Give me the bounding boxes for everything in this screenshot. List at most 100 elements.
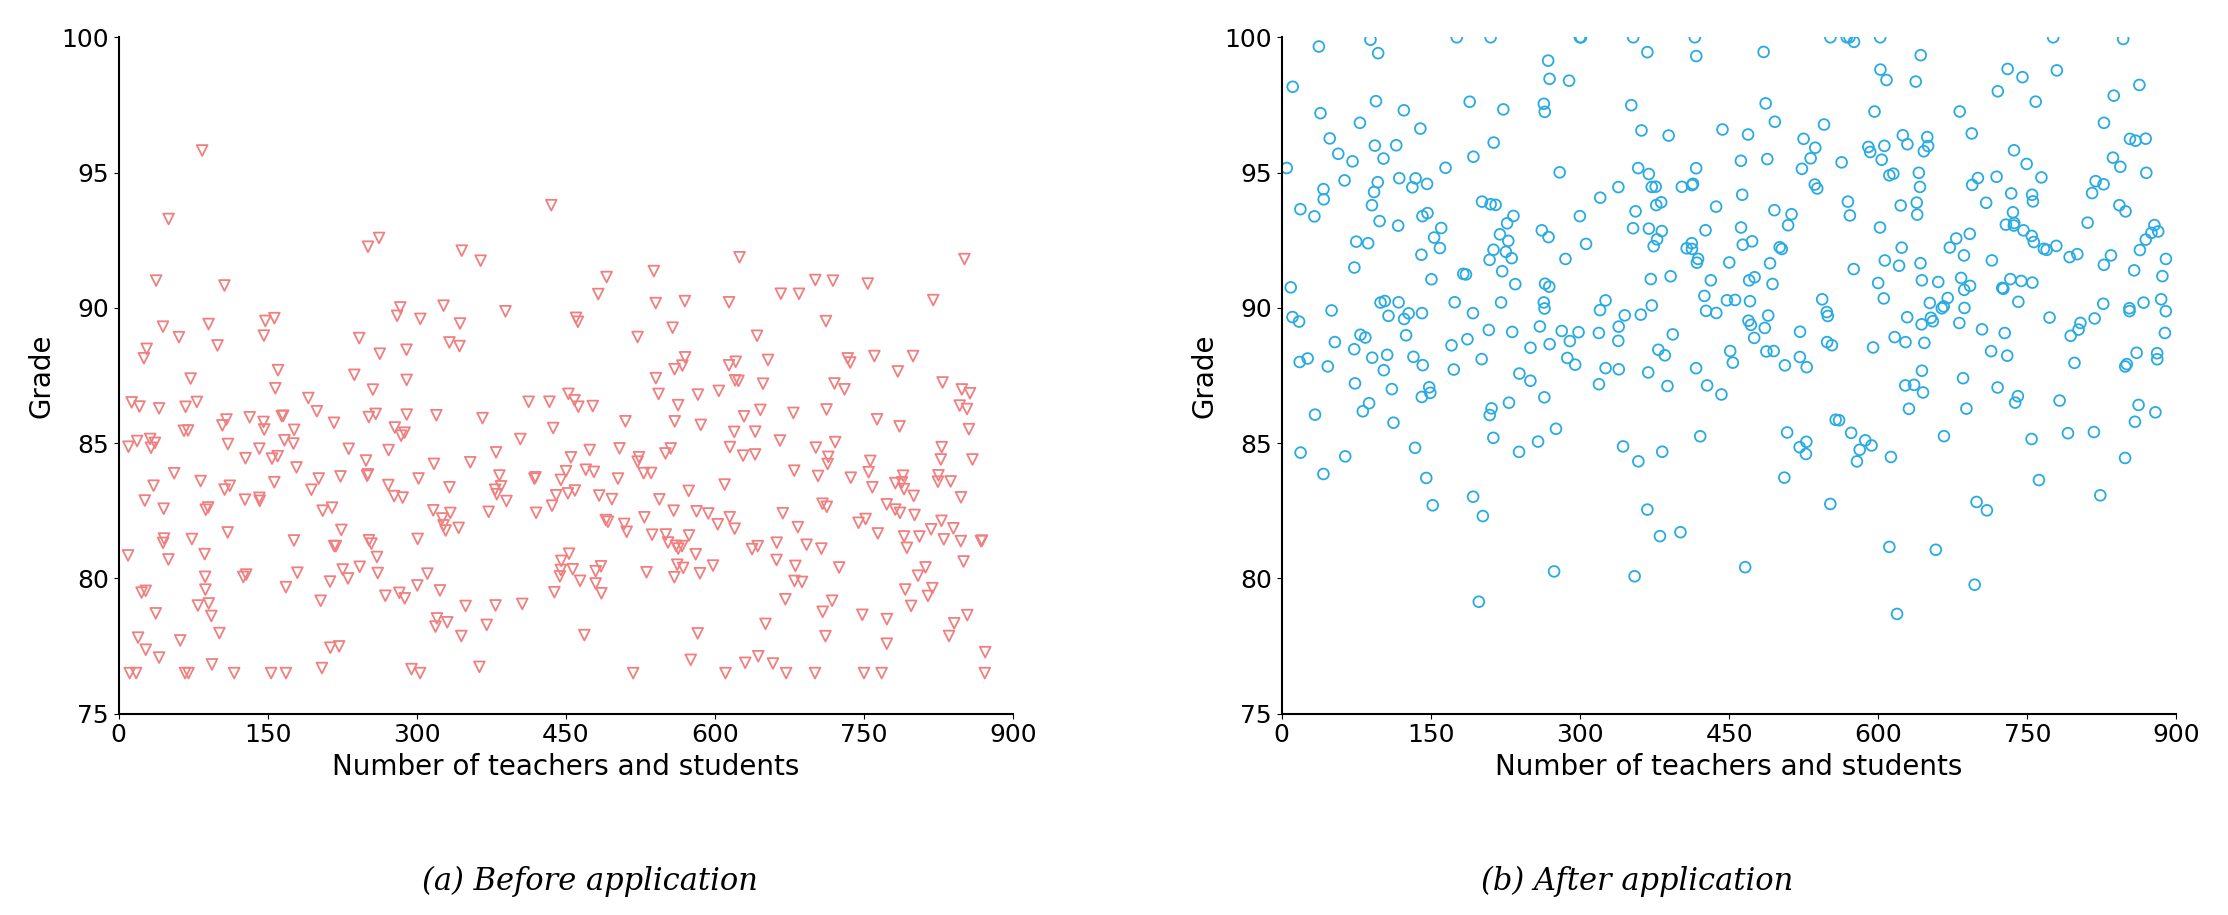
Point [341,559,377,574]
Y-axis label: Grade: Grade [1190,333,1219,418]
Point [813,594,849,608]
Point [1865,153,1900,167]
Point [882,506,918,521]
Point [942,533,978,548]
Point [878,476,913,490]
Point [2108,204,2143,219]
Point [1337,376,1372,391]
Point [350,467,385,481]
Point [323,469,359,484]
Point [441,339,477,353]
Point [1664,179,1700,194]
Point [2101,198,2137,212]
Point [145,319,180,334]
Point [461,660,497,674]
Point [1524,223,1560,238]
Point [2137,405,2172,420]
Point [1996,218,2032,232]
Point [1604,439,1640,454]
Point [1370,348,1406,362]
Point [1635,239,1671,253]
Point [379,308,414,323]
Point [1484,264,1519,278]
Point [267,666,303,681]
Point [332,441,368,456]
Point [1629,502,1664,517]
Point [336,368,372,382]
Point [321,639,356,653]
Point [1947,301,1983,316]
Point [555,562,590,576]
Point [1709,293,1745,307]
Point [517,471,553,486]
Point [2016,234,2052,249]
Point [896,508,931,522]
Point [2128,232,2163,247]
Point [1564,30,1600,45]
Point [1404,247,1439,262]
Point [1929,291,1965,306]
Point [1722,154,1758,168]
Point [1727,560,1762,575]
Point [896,349,931,363]
Point [1872,168,1907,183]
Point [267,433,303,447]
Point [2005,223,2041,238]
Point [1620,454,1655,468]
Point [885,468,920,483]
Point [822,560,858,575]
Point [1905,385,1941,400]
Point [1914,310,1950,325]
Point [1404,390,1439,404]
Point [1375,415,1410,430]
Point [2032,310,2068,325]
Point [504,597,539,611]
Point [330,571,365,586]
Point [1364,296,1399,310]
Point [760,535,795,550]
Point [869,612,905,627]
Point [136,479,172,493]
Point [1455,306,1491,320]
Point [2010,156,2045,171]
Point [1413,385,1448,400]
Point [1751,308,1787,323]
Point [1900,166,1936,180]
Point [426,511,461,526]
Point [1355,198,1390,212]
Point [954,452,989,467]
Point [1678,48,1713,63]
Point [1475,431,1511,446]
Point [1867,138,1903,153]
Point [1640,342,1675,357]
Point [548,464,584,479]
Point [1903,179,1938,194]
Point [1473,253,1508,267]
Point [1379,138,1415,153]
Point [700,517,735,532]
Point [1747,320,1782,335]
Y-axis label: Grade: Grade [27,333,56,418]
Point [1395,350,1430,364]
Point [913,581,949,596]
Point [2085,257,2121,272]
Point [780,520,815,534]
Point [1326,173,1361,188]
Point [1863,221,1898,235]
Point [426,298,461,313]
Text: (b) After application: (b) After application [1482,866,1794,897]
Point [1381,171,1417,186]
Point [2119,134,2154,148]
Point [635,264,671,278]
Point [1359,94,1395,109]
Point [951,386,987,401]
Point [1865,291,1900,306]
Point [1337,342,1372,357]
Point [350,240,385,254]
Point [1281,355,1317,370]
Point [1798,140,1834,155]
Point [1905,363,1941,378]
Point [550,546,586,561]
Point [1335,154,1370,168]
Point [452,455,488,469]
